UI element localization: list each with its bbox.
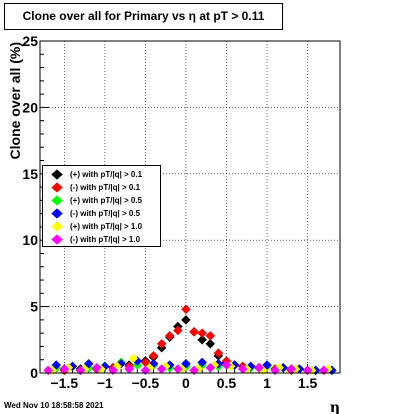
legend-marker-diamond <box>51 182 63 193</box>
legend-marker <box>51 234 63 245</box>
legend-marker-diamond <box>51 195 63 206</box>
legend-label: (+) with pT/|q| > 1.0 <box>70 222 143 231</box>
legend-label: (-) with pT/|q| > 0.1 <box>70 183 141 192</box>
legend-marker-diamond <box>51 208 63 219</box>
legend-marker <box>51 195 63 206</box>
legend-label: (+) with pT/|q| > 0.1 <box>70 170 143 179</box>
legend-marker-diamond <box>51 169 63 180</box>
legend-label: (+) with pT/|q| > 0.5 <box>70 196 143 205</box>
data-point-series-2 <box>181 304 191 315</box>
legend-item: (+) with pT/|q| > 0.1 <box>43 168 161 181</box>
x-tick-label: 1 <box>263 375 271 391</box>
data-point-series-1 <box>197 334 208 345</box>
legend-item: (-) with pT/|q| > 1.0 <box>43 233 161 246</box>
timestamp: Wed Nov 10 18:58:58 2021 <box>4 401 104 410</box>
data-point-series-4 <box>181 358 191 369</box>
x-tick-label: 0.5 <box>217 375 237 391</box>
x-tick-label: −1 <box>97 375 113 391</box>
legend-marker <box>51 169 63 180</box>
data-point-series-6 <box>59 364 70 374</box>
legend-item: (-) with pT/|q| > 0.1 <box>43 181 161 194</box>
y-tick-label: 10 <box>22 232 38 248</box>
data-point-series-6 <box>254 362 264 373</box>
data-point-series-6 <box>172 364 183 374</box>
data-point-series-6 <box>237 364 248 374</box>
data-point-series-2 <box>205 330 216 341</box>
x-axis-label: η <box>330 400 340 414</box>
y-axis-label: Clone over all (%) <box>7 42 23 159</box>
legend-label: (-) with pT/|q| > 0.5 <box>70 209 141 218</box>
data-point-series-2 <box>189 326 199 337</box>
legend-marker <box>51 182 63 193</box>
plot-frame <box>39 40 341 374</box>
legend-marker-diamond <box>51 221 63 232</box>
data-point-series-4 <box>197 357 208 368</box>
data-point-series-6 <box>91 362 102 373</box>
legend-marker-diamond <box>51 234 63 245</box>
legend-item: (+) with pT/|q| > 0.5 <box>43 194 161 207</box>
data-point-series-6 <box>205 362 216 373</box>
legend-item: (+) with pT/|q| > 1.0 <box>43 220 161 233</box>
chart-title-box: Clone over all for Primary vs η at pT > … <box>4 3 283 30</box>
y-tick-label: 5 <box>30 299 38 315</box>
chart-title: Clone over all for Primary vs η at pT > … <box>22 9 265 23</box>
data-point-series-5 <box>128 353 139 364</box>
data-point-series-2 <box>156 338 167 349</box>
data-point-series-6 <box>156 364 167 374</box>
data-point-series-6 <box>124 364 135 374</box>
data-point-series-6 <box>286 364 297 374</box>
x-tick-label: 0 <box>182 375 190 391</box>
x-tick-label: 1.5 <box>298 375 318 391</box>
data-point-series-4 <box>83 358 94 369</box>
legend-label: (-) with pT/|q| > 1.0 <box>70 235 141 244</box>
legend: (+) with pT/|q| > 0.1 (-) with pT/|q| > 0… <box>42 165 161 247</box>
data-point-series-1 <box>205 338 216 349</box>
data-point-series-2 <box>213 348 224 358</box>
data-point-series-1 <box>181 315 191 325</box>
data-point-series-2 <box>197 328 208 339</box>
legend-marker <box>51 208 63 219</box>
x-tick-label: −1.5 <box>51 375 79 391</box>
legend-marker <box>51 221 63 232</box>
y-tick-label: 20 <box>22 99 38 115</box>
data-point-series-4 <box>262 360 272 370</box>
data-point-series-2 <box>172 325 183 336</box>
legend-item: (-) with pT/|q| > 0.5 <box>43 207 161 220</box>
data-point-series-4 <box>51 360 62 370</box>
data-point-series-6 <box>221 360 232 370</box>
y-tick-label: 15 <box>22 166 38 182</box>
x-tick-label: −0.5 <box>132 375 160 391</box>
y-tick-label: 0 <box>30 365 38 381</box>
data-point-series-2 <box>164 330 175 341</box>
y-tick-label: 25 <box>22 33 38 49</box>
